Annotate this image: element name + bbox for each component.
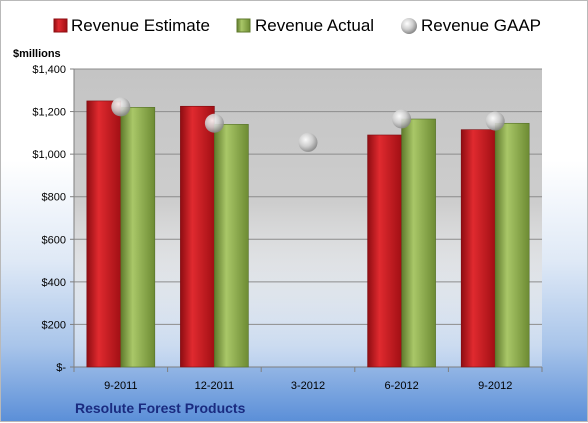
y-tick-label: $600	[42, 234, 66, 246]
legend-swatch-estimate	[53, 18, 68, 33]
company-label: Resolute Forest Products	[75, 400, 246, 416]
legend-label-estimate: Revenue Estimate	[71, 16, 210, 35]
bar-revenue-actual	[214, 124, 249, 368]
gaap-markers	[111, 97, 505, 152]
y-tick-label: $-	[56, 362, 66, 374]
x-tick-label: 12-2011	[195, 380, 235, 392]
legend-swatch-gaap	[401, 18, 417, 34]
bars	[86, 100, 530, 368]
x-tick-label: 9-2011	[104, 380, 137, 392]
y-tick-label: $800	[42, 192, 66, 204]
marker-revenue-gaap	[111, 97, 131, 117]
bar-revenue-actual	[120, 107, 156, 368]
y-tick-label: $1,400	[32, 64, 66, 76]
marker-revenue-gaap	[204, 113, 224, 133]
y-tick-label: $1,000	[32, 149, 66, 161]
x-axis-ticks: 9-2011 12-2011 3-2012 6-2012 9-2012	[73, 367, 543, 392]
bar-revenue-estimate	[367, 134, 402, 368]
legend-label-actual: Revenue Actual	[255, 16, 374, 35]
bar-revenue-estimate	[86, 100, 122, 368]
unit-label: $millions	[13, 48, 61, 60]
marker-revenue-gaap	[485, 111, 505, 131]
x-tick-label: 3-2012	[291, 380, 325, 392]
y-axis-ticks: $- $200 $400 $600 $800 $1,000 $1,200 $1,400	[32, 64, 75, 374]
legend-swatch-actual	[236, 18, 251, 33]
marker-revenue-gaap	[298, 132, 318, 152]
bar-revenue-estimate	[460, 129, 496, 368]
y-tick-label: $1,200	[32, 107, 66, 119]
legend-label-gaap: Revenue GAAP	[421, 16, 541, 35]
legend: Revenue Estimate Revenue Actual Revenue …	[53, 16, 541, 35]
bar-revenue-actual	[401, 118, 436, 368]
x-tick-label: 9-2012	[478, 380, 512, 392]
bar-revenue-estimate	[180, 105, 215, 368]
marker-revenue-gaap	[392, 109, 412, 129]
y-tick-label: $200	[42, 319, 66, 331]
bar-revenue-actual	[494, 122, 530, 368]
y-tick-label: $400	[42, 277, 66, 289]
x-tick-label: 6-2012	[384, 380, 418, 392]
